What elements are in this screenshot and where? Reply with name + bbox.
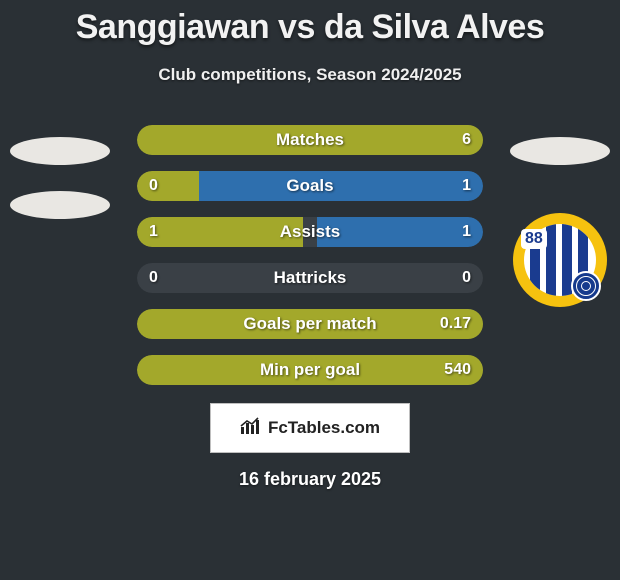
player-avatar-placeholder	[10, 137, 110, 165]
stat-bar: 540Min per goal	[137, 355, 483, 385]
comparison-region: 88 6Matches01Goals11Assists00Hattricks0.…	[0, 125, 620, 385]
stat-bar: 00Hattricks	[137, 263, 483, 293]
bar-value-right: 6	[462, 125, 471, 155]
bar-value-right: 1	[462, 217, 471, 247]
bar-track	[137, 263, 483, 293]
date-text: 16 february 2025	[0, 469, 620, 490]
bar-value-right: 0.17	[440, 309, 471, 339]
subtitle: Club competitions, Season 2024/2025	[0, 65, 620, 85]
club-badge: 88	[513, 213, 607, 307]
bar-fill-left	[137, 217, 303, 247]
bar-fill-left	[137, 125, 483, 155]
stat-bar: 11Assists	[137, 217, 483, 247]
bar-fill-left	[137, 355, 483, 385]
stat-bar: 01Goals	[137, 171, 483, 201]
page-title: Sanggiawan vs da Silva Alves	[0, 0, 620, 47]
stat-bar: 6Matches	[137, 125, 483, 155]
club-badge-number: 88	[521, 229, 547, 249]
bar-value-left: 0	[149, 263, 158, 293]
club-avatar-placeholder	[10, 191, 110, 219]
bar-value-left: 1	[149, 217, 158, 247]
bar-value-left: 0	[149, 171, 158, 201]
bar-fill-right	[199, 171, 483, 201]
left-avatars	[10, 125, 110, 233]
bar-fill-right	[317, 217, 483, 247]
soccer-ball-icon	[571, 271, 601, 301]
brand-text: FcTables.com	[268, 418, 380, 438]
bar-value-right: 0	[462, 263, 471, 293]
stat-bars: 6Matches01Goals11Assists00Hattricks0.17G…	[137, 125, 483, 385]
chart-icon	[240, 417, 262, 440]
bar-fill-left	[137, 309, 483, 339]
stat-bar: 0.17Goals per match	[137, 309, 483, 339]
brand-box: FcTables.com	[210, 403, 410, 453]
bar-value-right: 540	[444, 355, 471, 385]
player-avatar-placeholder	[510, 137, 610, 165]
bar-value-right: 1	[462, 171, 471, 201]
bar-fill-left	[137, 171, 199, 201]
right-avatars: 88	[510, 125, 610, 307]
